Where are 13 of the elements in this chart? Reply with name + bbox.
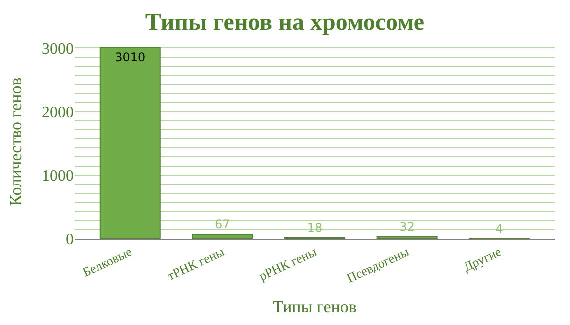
bar: [192, 234, 254, 239]
bar: [376, 236, 438, 239]
data-label: 67: [215, 218, 230, 232]
y-tick-label: 1000: [42, 168, 74, 185]
y-tick-label: 3000: [42, 40, 74, 58]
y-tick-label: 2000: [42, 104, 74, 122]
x-axis-title: Типы генов: [273, 297, 357, 316]
bar: [100, 47, 161, 239]
y-axis-title: Количество генов: [6, 78, 26, 206]
y-tick-label: 0: [66, 232, 74, 249]
data-label: 3010: [115, 50, 146, 65]
x-tick-label: тРНК гены: [165, 244, 227, 284]
chart-title: Типы генов на хромосоме: [145, 10, 425, 36]
